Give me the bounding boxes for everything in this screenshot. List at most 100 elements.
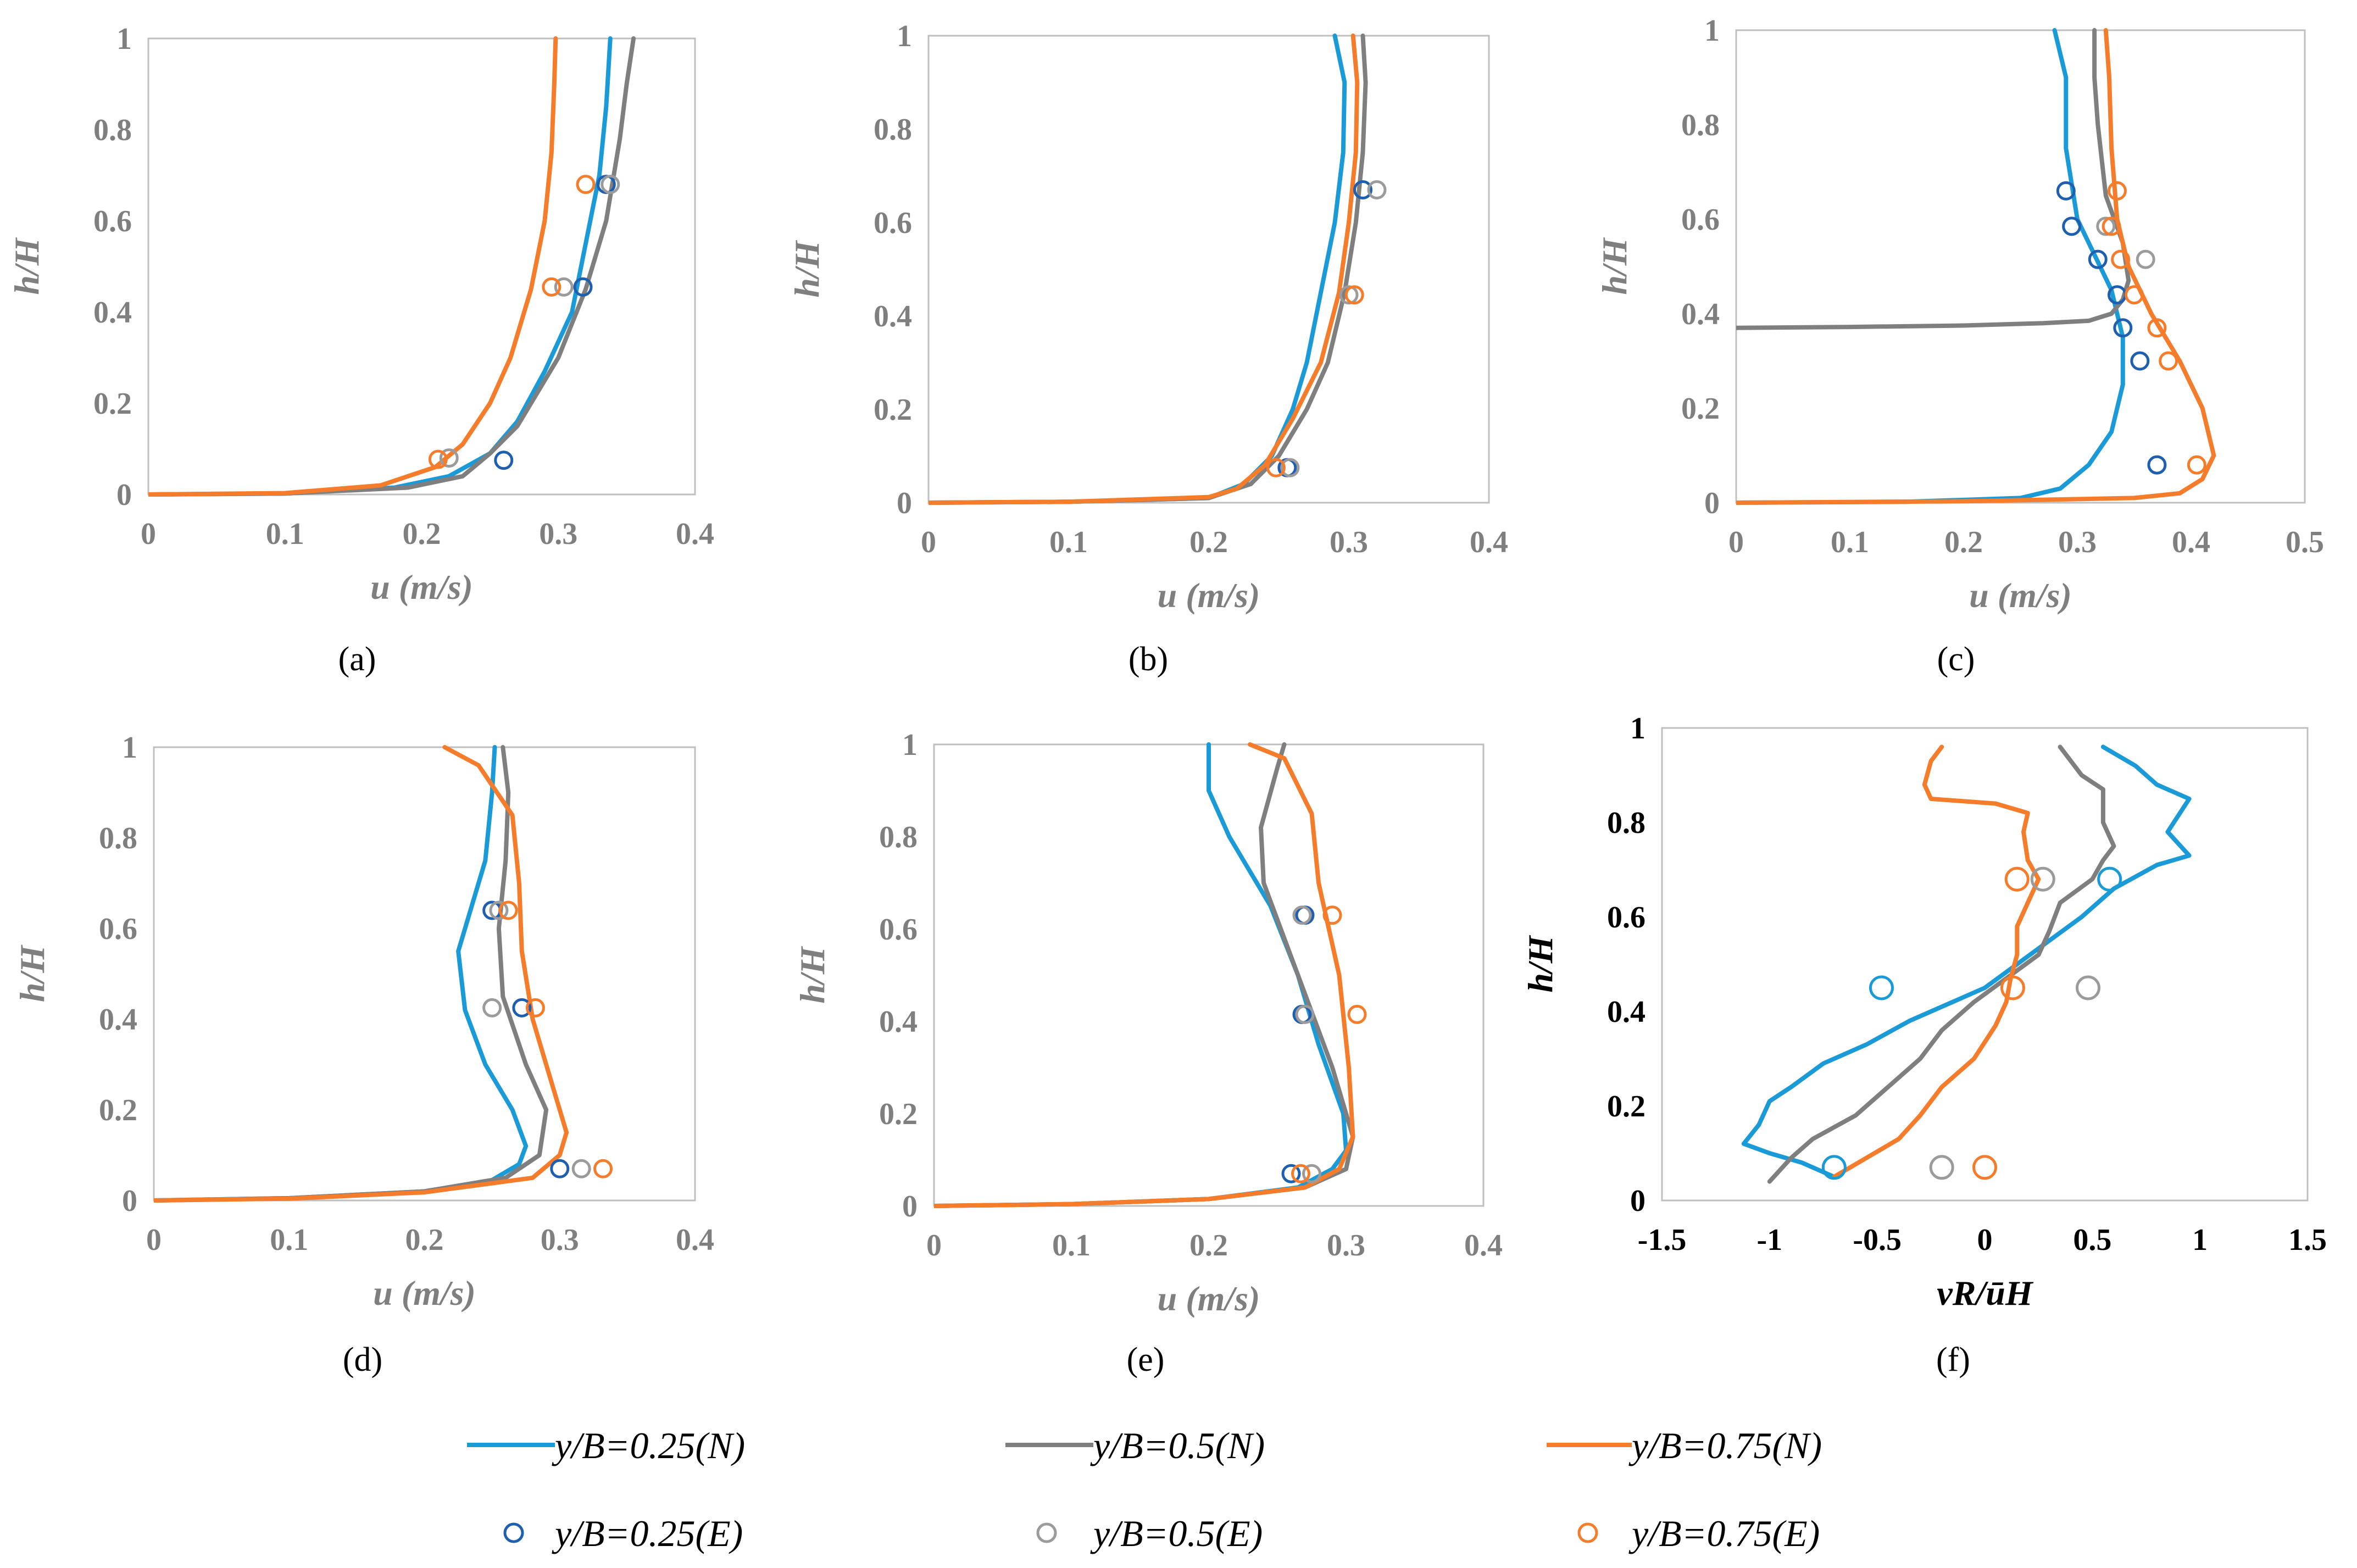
y-axis-label: h/H <box>7 237 46 294</box>
legend: y/B=0.25(N) y/B=0.5(N) y/B=0.75(N) y/B=0.25… <box>467 1425 1822 1554</box>
data-marker-y/B=0.5(E) <box>1367 180 1387 199</box>
data-marker-y/B=0.5(E) <box>1339 285 1359 305</box>
series-line-y/B=0.25(N) <box>934 742 1348 1208</box>
x-tick-label: 0.3 <box>1330 525 1368 559</box>
x-tick-label: -1.5 <box>1638 1223 1687 1257</box>
x-axis-label: u (m/s) <box>1158 576 1260 615</box>
y-tick-label: 0.6 <box>99 912 137 946</box>
data-marker-y/B=0.75(E) <box>1344 285 1364 305</box>
legend-label: y/B=0.75(N) <box>1628 1425 1822 1466</box>
legend-label: y/B=0.75(E) <box>1628 1513 1820 1554</box>
panel-f: 0 0.2 0.4 0.6 0.8 1 -1.5 -1 -0.5 0 0.5 1 1.5 vR/ūH h/H… <box>1521 711 2327 1378</box>
plot-frame <box>933 743 1485 1207</box>
y-tick-label: 0.6 <box>874 206 912 240</box>
x-axis-label: u (m/s) <box>370 568 473 607</box>
y-tick-label: 0 <box>1704 486 1720 520</box>
x-tick-label: 0.1 <box>270 1223 308 1257</box>
panel-label: (d) <box>343 1341 382 1378</box>
legend-label: y/B=0.5(E) <box>1090 1513 1263 1554</box>
y-axis-label: h/H <box>787 240 826 297</box>
data-marker-y/B=0.75(E) <box>498 900 518 920</box>
data-marker-y/B=0.25(E) <box>512 998 532 1017</box>
data-marker-y/B=0.75(E) <box>428 449 448 469</box>
x-tick-label: 0 <box>146 1223 162 1257</box>
x-tick-label: 0.1 <box>1831 525 1869 559</box>
x-tick-label: 0 <box>1977 1223 1993 1257</box>
data-marker-y/B=0.5(E) <box>1292 905 1312 925</box>
series-line-y/B=0.75(N) <box>148 36 558 497</box>
panel-label: (b) <box>1129 641 1168 678</box>
data-marker-y/B=0.25(E) <box>1821 1155 1847 1180</box>
legend-marker-swatch <box>1036 1522 1057 1543</box>
data-marker-y/B=0.75(E) <box>2111 249 2131 269</box>
x-tick-label: 0.3 <box>1327 1228 1365 1263</box>
data-marker-y/B=0.25(E) <box>1869 975 1894 1000</box>
series-line-y/B=0.75(N) <box>929 34 1360 505</box>
x-tick-label: 0.1 <box>1052 1228 1091 1263</box>
y-tick-label: 0.4 <box>99 1003 137 1037</box>
series-line-y/B=0.75(N) <box>1736 28 2216 505</box>
y-tick-label: 0.4 <box>1607 995 1646 1029</box>
data-marker-y/B=0.75(E) <box>2125 285 2144 305</box>
series-line-y/B=0.5(N) <box>148 36 636 497</box>
data-marker-y/B=0.5(E) <box>2076 975 2100 1000</box>
x-tick-label: -1 <box>1757 1223 1783 1257</box>
x-tick-label: 0.4 <box>1464 1228 1503 1263</box>
plot-frame <box>147 37 696 496</box>
legend-label: y/B=0.25(E) <box>552 1513 743 1554</box>
data-marker-y/B=0.75(E) <box>593 1159 613 1178</box>
series-line-y/B=0.75(N) <box>934 742 1355 1208</box>
x-axis-label: vR/ūH <box>1937 1274 2033 1313</box>
data-marker-y/B=0.75(E) <box>525 998 545 1017</box>
panel-a: 0 0.2 0.4 0.6 0.8 1 0 0.1 0.2 0.3 0.4 u (m/s) h/H (a) <box>7 22 714 678</box>
series-line-y/B=0.5(N) <box>154 745 549 1203</box>
y-tick-label: 0.8 <box>99 821 137 855</box>
data-marker-y/B=0.5(E) <box>554 277 574 297</box>
panel-c: 0 0.2 0.4 0.6 0.8 1 0 0.1 0.2 0.3 0.4 0.5 u (m/s) h/H… <box>1595 14 2324 678</box>
y-tick-label: 0.4 <box>874 299 912 333</box>
y-tick-label: 0 <box>122 1184 137 1218</box>
data-marker-y/B=0.75(E) <box>542 277 562 297</box>
series-line-y/B=0.25(N) <box>154 745 529 1203</box>
plot-frame <box>153 746 696 1202</box>
data-marker-y/B=0.25(E) <box>1353 180 1372 199</box>
legend-marker-swatch <box>1577 1522 1598 1543</box>
y-axis-label: h/H <box>1595 237 1634 294</box>
data-marker-y/B=0.25(E) <box>2088 249 2108 269</box>
y-tick-label: 0 <box>1630 1184 1646 1218</box>
series-line-y/B=0.5(N) <box>1767 744 2116 1184</box>
y-tick-label: 0.4 <box>93 296 132 330</box>
y-tick-label: 0.6 <box>879 913 918 947</box>
x-tick-label: 0.3 <box>541 1223 579 1257</box>
data-marker-y/B=0.75(E) <box>2107 181 2127 201</box>
y-axis-label: h/H <box>793 946 832 1003</box>
x-tick-label: 0.2 <box>405 1223 444 1257</box>
data-marker-y/B=0.75(E) <box>2147 318 2167 338</box>
x-tick-label: 0.4 <box>2172 525 2210 559</box>
data-marker-y/B=0.5(E) <box>571 1159 591 1178</box>
panel-label: (f) <box>1936 1341 1970 1378</box>
data-marker-y/B=0.25(E) <box>2056 181 2076 201</box>
y-tick-label: 0.2 <box>879 1097 918 1131</box>
x-tick-label: 0.5 <box>2286 525 2324 559</box>
data-marker-y/B=0.5(E) <box>1295 1004 1315 1024</box>
data-marker-y/B=0.25(E) <box>1281 1164 1301 1183</box>
series-line-y/B=0.5(N) <box>929 34 1368 505</box>
series-line-y/B=0.25(N) <box>1741 744 2192 1179</box>
panel-d: 0 0.2 0.4 0.6 0.8 1 0 0.1 0.2 0.3 0.4 u (m/s) h/H (d) <box>13 731 714 1378</box>
data-marker-y/B=0.75(E) <box>2159 351 2178 371</box>
x-tick-label: 0 <box>921 525 936 559</box>
data-marker-y/B=0.75(E) <box>1322 905 1342 925</box>
data-marker-y/B=0.5(E) <box>439 448 459 468</box>
data-marker-y/B=0.25(E) <box>573 277 593 297</box>
panel-label: (a) <box>338 641 376 678</box>
y-tick-label: 0.6 <box>1607 900 1646 935</box>
y-tick-label: 1 <box>116 22 132 56</box>
data-marker-y/B=0.75(E) <box>1972 1155 1997 1180</box>
y-tick-label: 0.8 <box>1681 108 1720 142</box>
x-tick-label: 0.4 <box>676 1223 714 1257</box>
series-line-y/B=0.5(N) <box>934 742 1355 1208</box>
data-marker-y/B=0.75(E) <box>2004 866 2030 892</box>
series-line-y/B=0.75(N) <box>1832 744 2041 1179</box>
